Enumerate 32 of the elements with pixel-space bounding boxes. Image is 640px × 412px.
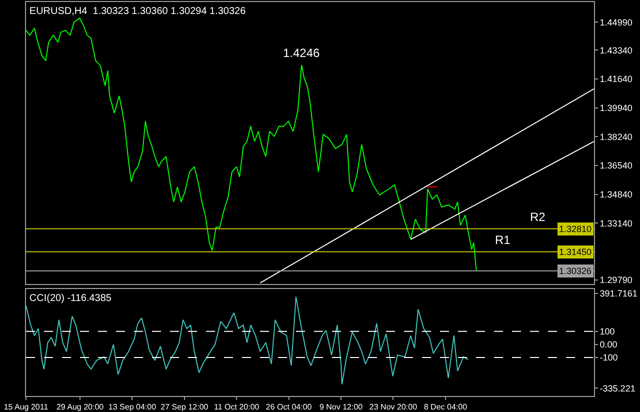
y-tick-label: 1.33140 bbox=[600, 218, 632, 228]
y-tick-label: 1.41640 bbox=[600, 74, 632, 84]
y-tick-label: 1.38240 bbox=[600, 132, 632, 142]
y-tick-label: 100 bbox=[600, 326, 615, 337]
y-tick-label: 1.34840 bbox=[600, 189, 632, 200]
y-tick-label: 1.36540 bbox=[600, 160, 632, 171]
x-tick-label: 8 Dec 04:00 bbox=[424, 402, 468, 412]
annotation: R1 bbox=[495, 233, 511, 247]
y-tick-label: 1.43340 bbox=[600, 45, 632, 56]
x-tick-label: 13 Sep 04:00 bbox=[108, 402, 157, 412]
y-tick-label: 0.00 bbox=[600, 340, 618, 350]
ref-line-label: 1.32810 bbox=[559, 224, 592, 234]
y-tick-label: -335.221 bbox=[600, 383, 636, 394]
line-series bbox=[26, 18, 477, 272]
chart-title: CCI(20) -116.4385 bbox=[29, 293, 112, 304]
y-tick-label: 1.29790 bbox=[600, 275, 632, 286]
x-tick-label: 29 Aug 20:00 bbox=[56, 402, 104, 412]
chart-title: EURUSD,H4 1.30323 1.30360 1.30294 1.30326 bbox=[29, 6, 246, 17]
x-tick-label: 26 Oct 04:00 bbox=[266, 402, 312, 412]
x-tick-label: 9 Nov 12:00 bbox=[319, 402, 364, 412]
x-tick-label: 11 Oct 20:00 bbox=[214, 402, 260, 412]
ref-line-label: 1.30326 bbox=[559, 266, 592, 276]
x-tick-label: 15 Aug 2011 bbox=[4, 402, 49, 412]
ref-line-label: 1.31450 bbox=[559, 247, 592, 257]
x-tick-label: 23 Nov 20:00 bbox=[369, 402, 418, 412]
y-tick-label: 1.44990 bbox=[600, 17, 632, 28]
annotation: R2 bbox=[530, 210, 546, 224]
y-tick-label: 1.39940 bbox=[600, 102, 632, 113]
y-tick-label: -100 bbox=[600, 352, 618, 363]
x-tick-label: 27 Sep 12:00 bbox=[160, 402, 209, 412]
y-tick-label: 391.7161 bbox=[600, 288, 638, 298]
annotation: 1.4246 bbox=[283, 46, 320, 60]
